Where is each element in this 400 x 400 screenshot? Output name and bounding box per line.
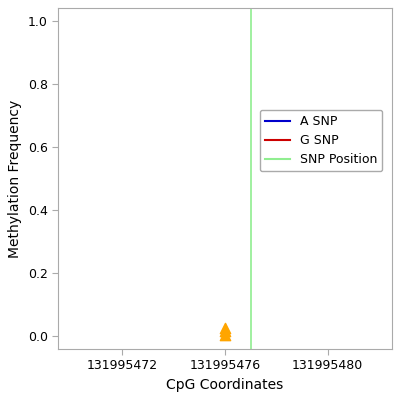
Legend: A SNP, G SNP, SNP Position: A SNP, G SNP, SNP Position	[260, 110, 382, 171]
X-axis label: CpG Coordinates: CpG Coordinates	[166, 378, 284, 392]
Point	[222, 325, 228, 332]
Point	[222, 331, 228, 338]
Y-axis label: Methylation Frequency: Methylation Frequency	[8, 99, 22, 258]
Point	[222, 328, 228, 334]
